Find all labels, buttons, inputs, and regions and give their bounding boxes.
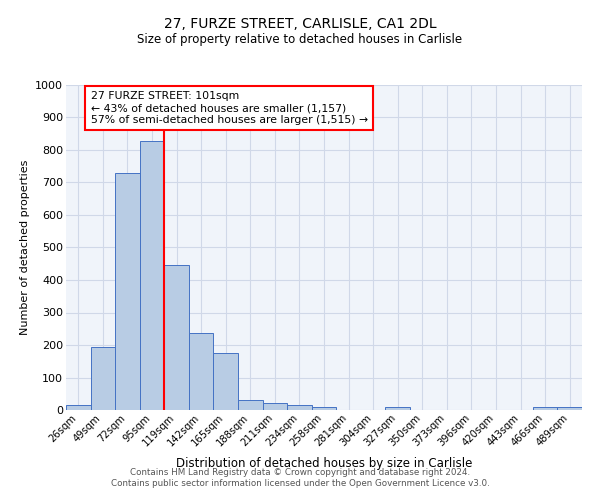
Bar xyxy=(533,408,557,410)
Bar xyxy=(263,403,287,410)
Text: Contains HM Land Registry data © Crown copyright and database right 2024.
Contai: Contains HM Land Registry data © Crown c… xyxy=(110,468,490,487)
Bar xyxy=(557,408,582,410)
Bar xyxy=(164,264,189,410)
Text: 27 FURZE STREET: 101sqm
← 43% of detached houses are smaller (1,157)
57% of semi: 27 FURZE STREET: 101sqm ← 43% of detache… xyxy=(91,92,368,124)
Bar xyxy=(287,405,312,410)
Bar xyxy=(115,172,140,410)
Y-axis label: Number of detached properties: Number of detached properties xyxy=(20,160,29,335)
Bar xyxy=(312,408,336,410)
Bar xyxy=(238,400,263,410)
Bar xyxy=(385,408,410,410)
Bar xyxy=(214,353,238,410)
Bar xyxy=(66,405,91,410)
Bar xyxy=(189,332,214,410)
Text: 27, FURZE STREET, CARLISLE, CA1 2DL: 27, FURZE STREET, CARLISLE, CA1 2DL xyxy=(164,18,436,32)
Text: Size of property relative to detached houses in Carlisle: Size of property relative to detached ho… xyxy=(137,32,463,46)
X-axis label: Distribution of detached houses by size in Carlisle: Distribution of detached houses by size … xyxy=(176,456,472,469)
Bar xyxy=(91,346,115,410)
Bar xyxy=(140,141,164,410)
